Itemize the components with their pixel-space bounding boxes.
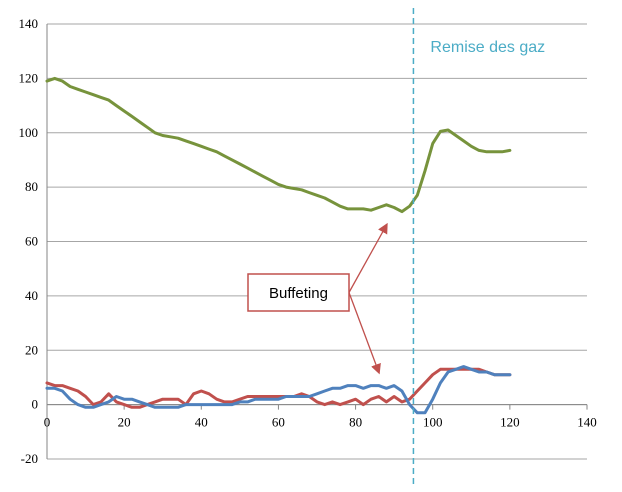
callout-box xyxy=(247,273,350,312)
x-tick-labels: 0 20 40 60 80 100 120 140 xyxy=(44,415,597,430)
go-around-label: Remise des gaz xyxy=(430,39,545,56)
x-tick-label-60: 60 xyxy=(272,415,285,430)
y-tick-label-0: 0 xyxy=(32,397,39,412)
y-tick-label-80: 80 xyxy=(25,179,38,194)
y-tick-label--20: -20 xyxy=(21,451,38,466)
blue-series-line xyxy=(45,365,512,415)
x-tick-label-120: 120 xyxy=(500,415,520,430)
x-tick-label-80: 80 xyxy=(349,415,362,430)
y-tick-label-120: 120 xyxy=(19,70,39,85)
callout-label: Buffeting xyxy=(269,285,328,302)
y-tick-labels: -20 0 20 40 60 80 100 120 140 xyxy=(19,16,39,466)
green-series-line xyxy=(45,76,512,214)
reference-line: Remise des gaz xyxy=(412,8,545,486)
y-tick-label-20: 20 xyxy=(25,342,38,357)
buffeting-callout: Buffeting xyxy=(247,222,388,375)
red-series-line xyxy=(45,367,512,409)
y-tick-label-60: 60 xyxy=(25,234,38,249)
x-tick-label-100: 100 xyxy=(423,415,443,430)
series-lines xyxy=(45,76,512,415)
x-tick-label-40: 40 xyxy=(195,415,208,430)
y-tick-label-100: 100 xyxy=(19,125,39,140)
x-tick-label-140: 140 xyxy=(577,415,597,430)
y-tick-label-140: 140 xyxy=(19,16,39,31)
x-tick-label-0: 0 xyxy=(44,415,51,430)
y-tick-label-40: 40 xyxy=(25,288,38,303)
gridlines xyxy=(46,23,588,460)
callout-arrow-upper xyxy=(348,222,388,293)
callout-arrow-lower xyxy=(348,292,381,375)
x-tick-label-20: 20 xyxy=(118,415,131,430)
